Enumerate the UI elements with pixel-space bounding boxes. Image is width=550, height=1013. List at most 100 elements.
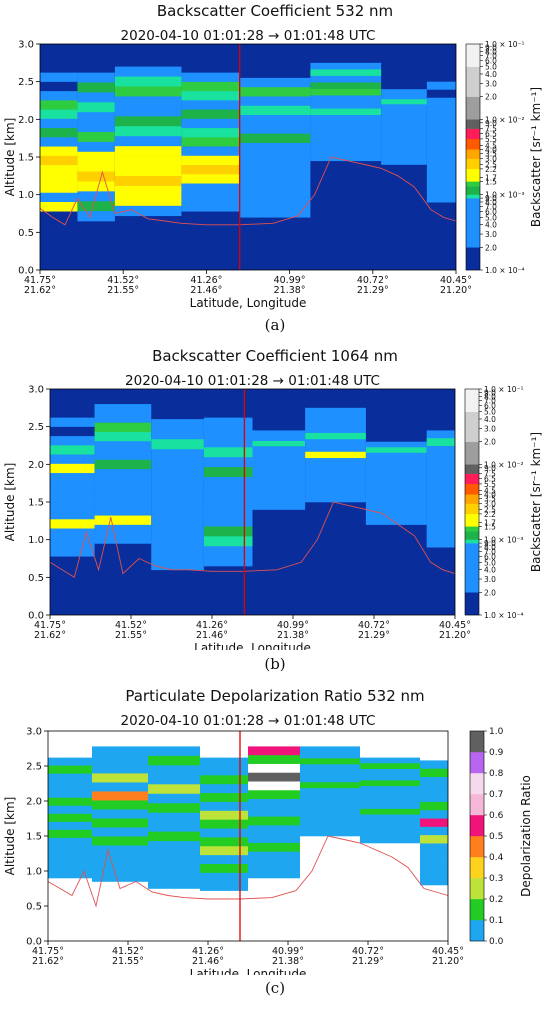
data-cell	[48, 861, 92, 871]
colorbar-band	[465, 441, 479, 465]
x-tick-label-lat: 41.75°	[34, 620, 66, 631]
data-cell	[360, 825, 420, 832]
colorbar-tick-label: 1.0 × 10⁻⁴	[485, 266, 525, 275]
colorbar-band	[470, 899, 484, 921]
data-cell	[365, 480, 427, 487]
colorbar-tick-label: 0.6	[489, 811, 504, 821]
data-cell	[426, 492, 455, 501]
data-cell	[40, 192, 78, 203]
data-cell	[381, 134, 427, 140]
x-tick-label-lon: 21.38°	[272, 956, 304, 967]
data-cell	[48, 757, 92, 766]
colorbar-tick-label: 4.0	[485, 221, 497, 230]
data-cell	[114, 156, 182, 167]
data-cell	[40, 128, 78, 138]
data-cell	[365, 496, 427, 503]
data-cell	[360, 803, 420, 810]
data-cell	[420, 835, 448, 844]
colorbar-tick-label: 9.0	[484, 539, 496, 548]
data-cell	[420, 818, 448, 828]
colorbar-tick-label: 1.0 × 10⁻³	[485, 191, 525, 200]
colorbar-tick-label: 3.5	[485, 150, 497, 159]
data-cell	[426, 438, 455, 447]
data-cell	[200, 855, 248, 865]
colorbar-tick-label: 0.3	[489, 874, 503, 884]
colorbar-tick-label: 3.0	[485, 230, 497, 239]
data-cell	[381, 99, 427, 105]
data-cell	[305, 407, 366, 415]
data-cell	[310, 134, 382, 142]
colorbar-tick-label: 2.5	[485, 161, 497, 170]
x-tick-label-lon: 21.20°	[439, 630, 471, 641]
colorbar-tick-label: 6.0	[484, 402, 496, 411]
data-cell	[48, 797, 92, 807]
data-cell	[426, 194, 456, 203]
colorbar-tick-label: 9.0	[484, 388, 496, 397]
data-cell	[426, 153, 456, 163]
data-cell	[300, 746, 360, 753]
data-cell	[50, 436, 95, 446]
data-cell	[114, 166, 182, 177]
data-cell	[48, 773, 92, 782]
data-cell	[92, 755, 148, 765]
data-cell	[148, 793, 200, 804]
colorbar-tick-label: 0.0	[489, 937, 504, 947]
data-cell	[114, 136, 182, 147]
data-cell	[148, 765, 200, 776]
colorbar-tick-label: 1.0 × 10⁻²	[484, 460, 524, 469]
data-cell	[420, 785, 448, 794]
data-cell	[200, 837, 248, 847]
y-tick-label: 0.5	[26, 902, 42, 913]
data-cell	[248, 799, 300, 809]
data-cell	[151, 529, 204, 540]
data-cell	[203, 447, 253, 458]
data-cell	[239, 142, 311, 153]
colorbar-band	[465, 526, 479, 532]
data-cell	[203, 467, 253, 478]
data-cell	[151, 499, 204, 510]
colorbar-band	[470, 794, 484, 816]
data-cell	[114, 205, 182, 217]
data-cell	[181, 183, 240, 194]
y-tick-label: 2.5	[18, 77, 34, 88]
colorbar-tick-label: 7.0	[484, 547, 496, 556]
data-cell	[77, 201, 115, 212]
data-cell	[148, 841, 200, 851]
y-axis-label: Altitude [km]	[3, 797, 17, 876]
colorbar-tick-label: 4.0	[484, 415, 496, 424]
data-cell	[148, 822, 200, 832]
colorbar-tick-label: 1.7	[484, 518, 496, 527]
colorbar-tick-label: 9.0	[485, 194, 497, 203]
data-cell	[252, 451, 306, 458]
data-cell	[248, 834, 300, 844]
data-cell	[252, 472, 306, 479]
x-tick-label-lon: 21.29°	[352, 956, 384, 967]
y-tick-label: 1.0	[18, 190, 34, 201]
data-cell	[181, 72, 240, 83]
data-cell	[148, 831, 200, 842]
data-cell	[94, 422, 152, 433]
colorbar-tick-label: 4.0	[485, 70, 497, 79]
data-cell	[148, 784, 200, 795]
x-tick-label-lat: 40.99°	[277, 620, 309, 631]
x-tick-label-lon: 21.38°	[274, 285, 306, 296]
data-cell	[94, 459, 152, 470]
chart-subtitle: 2020-04-10 01:01:28 → 01:01:48 UTC	[121, 28, 376, 44]
data-cell	[203, 496, 253, 507]
data-cell	[305, 476, 366, 484]
data-cell	[300, 782, 360, 789]
data-cell	[360, 786, 420, 793]
data-cell	[365, 519, 427, 525]
data-cell	[305, 414, 366, 421]
data-cell	[420, 760, 448, 770]
data-cell	[48, 813, 92, 823]
colorbar-tick-label: 3.5	[484, 495, 496, 504]
data-cell	[305, 495, 366, 503]
data-cell	[48, 845, 92, 855]
data-cell	[248, 790, 300, 800]
data-cell	[239, 87, 311, 97]
x-tick-label-lat: 41.26°	[190, 275, 222, 286]
data-cell	[200, 766, 248, 776]
data-cell	[94, 478, 152, 488]
data-cell	[248, 746, 300, 756]
